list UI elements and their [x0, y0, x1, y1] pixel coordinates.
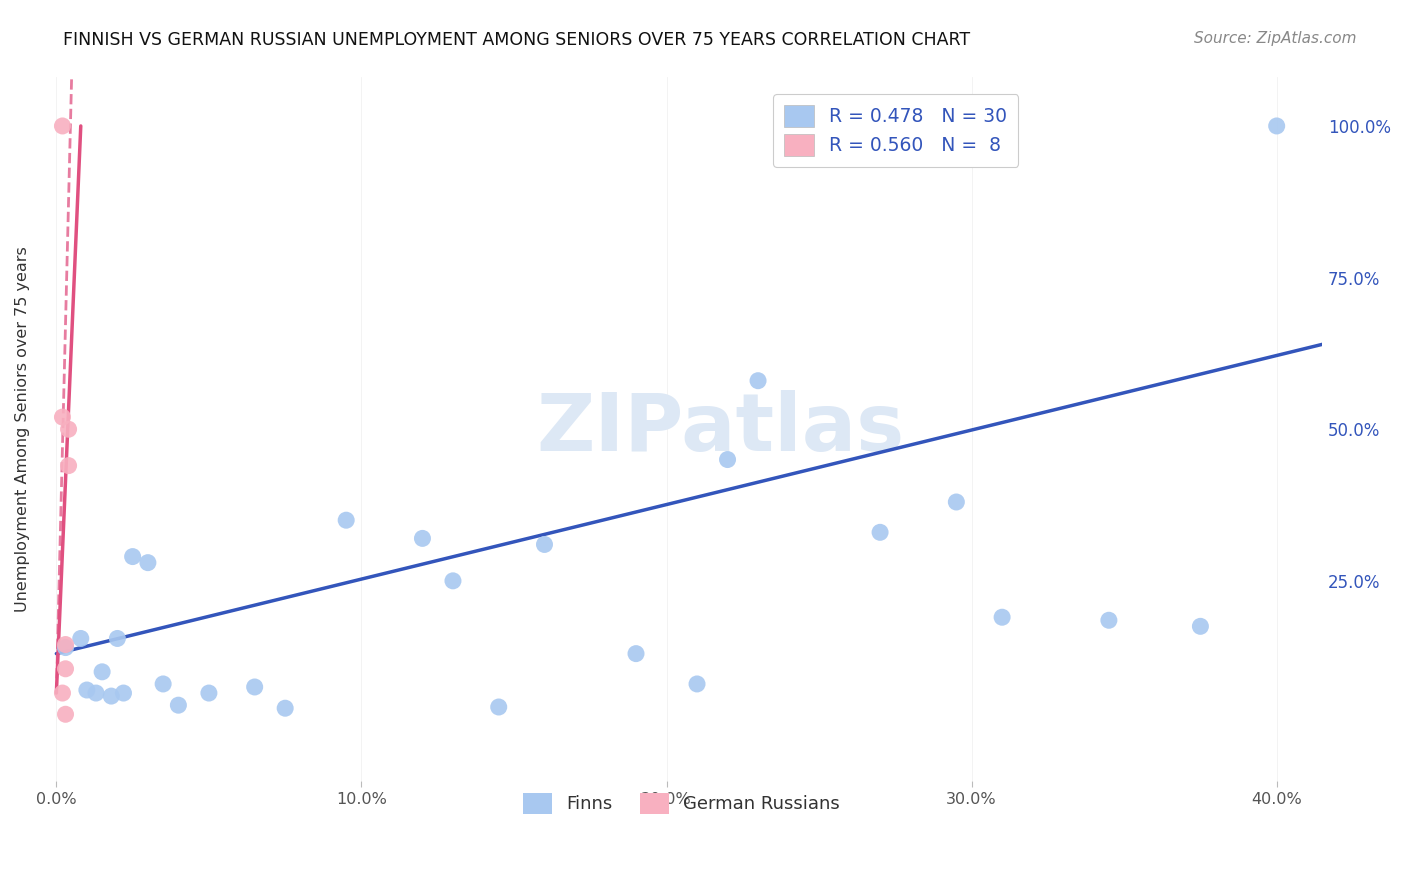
Point: [55, 662, 77, 676]
Text: Source: ZipAtlas.com: Source: ZipAtlas.com: [1194, 31, 1357, 46]
Point: [121, 549, 143, 564]
Point: [335, 513, 357, 527]
Point: [411, 532, 433, 546]
Point: [105, 632, 128, 646]
Point: [869, 525, 891, 540]
Text: ZIPatlas: ZIPatlas: [536, 390, 904, 468]
Point: [1189, 619, 1212, 633]
Point: [58, 422, 80, 436]
Point: [274, 701, 297, 715]
Point: [51, 410, 73, 425]
Point: [76, 683, 98, 698]
Point: [945, 495, 967, 509]
Point: [716, 452, 738, 467]
Point: [243, 680, 266, 694]
Point: [51, 686, 73, 700]
Point: [55, 640, 77, 655]
Point: [624, 647, 647, 661]
Point: [55, 638, 77, 652]
Point: [112, 686, 135, 700]
Point: [100, 689, 122, 703]
Point: [747, 374, 769, 388]
Point: [51, 119, 73, 133]
Point: [1265, 119, 1288, 133]
Text: FINNISH VS GERMAN RUSSIAN UNEMPLOYMENT AMONG SENIORS OVER 75 YEARS CORRELATION C: FINNISH VS GERMAN RUSSIAN UNEMPLOYMENT A…: [63, 31, 970, 49]
Point: [441, 574, 464, 588]
Point: [58, 458, 80, 473]
Point: [198, 686, 221, 700]
Point: [488, 700, 510, 714]
Y-axis label: Unemployment Among Seniors over 75 years: Unemployment Among Seniors over 75 years: [15, 246, 30, 612]
Point: [686, 677, 709, 691]
Legend: Finns, German Russians: Finns, German Russians: [513, 782, 851, 825]
Point: [991, 610, 1014, 624]
Point: [55, 707, 77, 722]
Point: [69, 632, 91, 646]
Point: [1098, 613, 1121, 627]
Point: [533, 537, 555, 551]
Point: [91, 665, 114, 679]
Point: [152, 677, 174, 691]
Point: [167, 698, 190, 713]
Point: [136, 556, 159, 570]
Point: [84, 686, 107, 700]
